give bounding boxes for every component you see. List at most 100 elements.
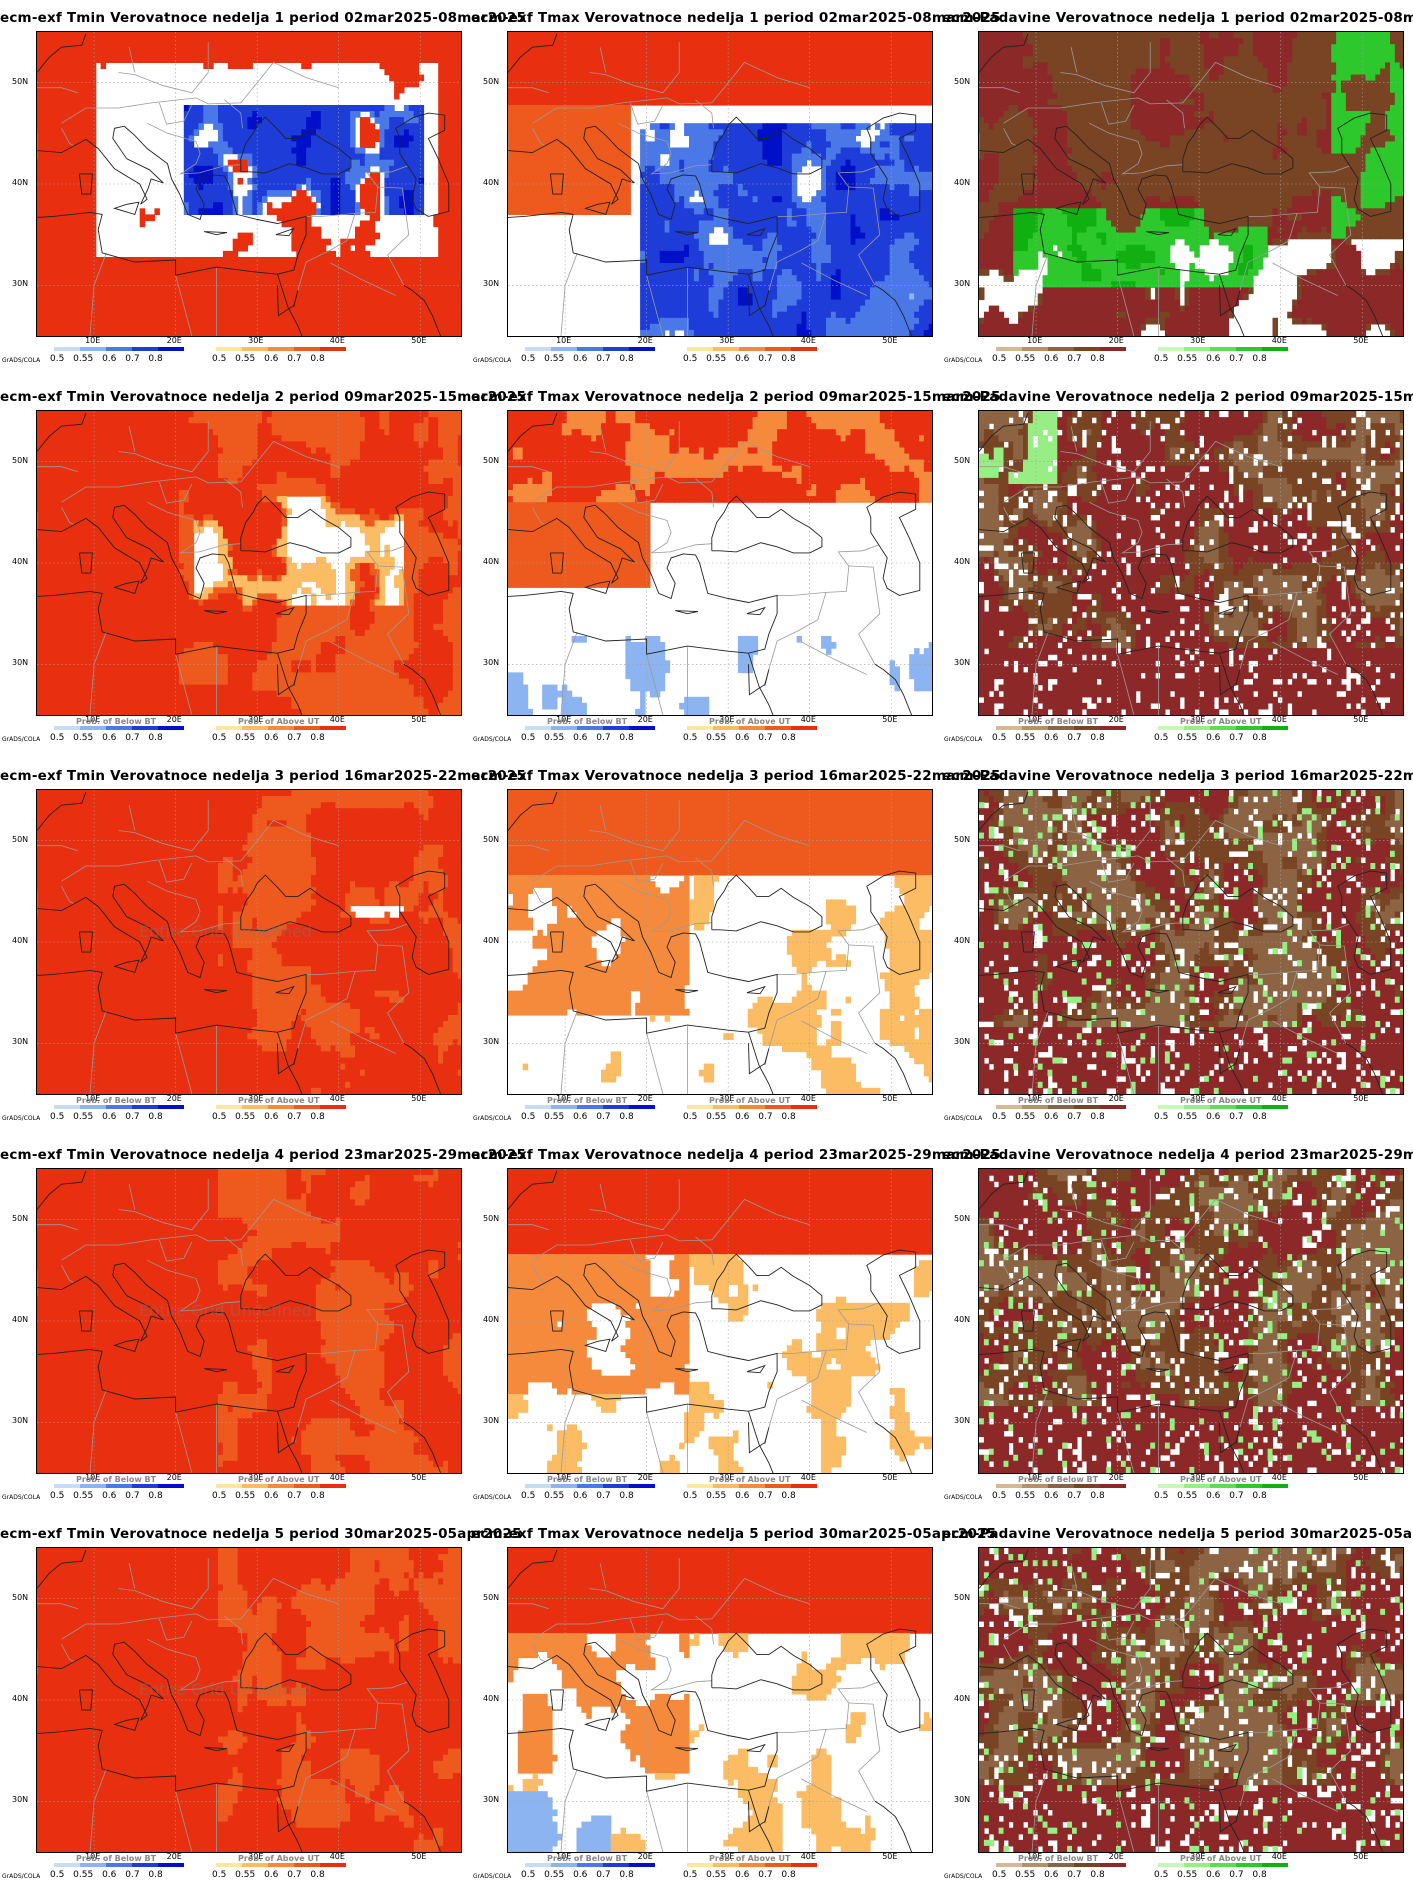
legend-swatch (551, 1484, 577, 1488)
legend: Prob. of Below BT 0.5 0.55 0.6 0.7 0.8 Pro… (471, 1095, 941, 1135)
legend-swatch (1158, 726, 1184, 730)
legend-swatch (1074, 1484, 1100, 1488)
legend-swatch (320, 1863, 346, 1867)
legend-above-title: Prob. of Above UT (1180, 1475, 1261, 1484)
legend-swatch (320, 726, 346, 730)
legend-swatch (739, 347, 765, 351)
legend-swatch (577, 347, 603, 351)
coastlines (979, 1549, 1392, 1852)
grads-credit: GrADS/COLA (473, 1494, 511, 1501)
legend-swatch (1074, 347, 1100, 351)
legend-below-title: Prob. of Below BT (76, 1096, 156, 1105)
legend-below-ticks: 0.5 0.55 0.6 0.7 0.8 (521, 1870, 634, 1880)
map-frame: Entire Grid Undefined (36, 1547, 462, 1853)
legend-below-ticks: 0.5 0.55 0.6 0.7 0.8 (521, 354, 634, 364)
grads-credit: GrADS/COLA (473, 736, 511, 743)
legend-swatch (1022, 726, 1048, 730)
x-axis-label: 10E (85, 1852, 100, 1861)
legend-below-ticks: 0.5 0.55 0.6 0.7 0.8 (521, 1112, 634, 1122)
x-axis-label: 20E (167, 1094, 182, 1103)
legend-swatch (739, 726, 765, 730)
map-frame (507, 31, 933, 337)
y-axis-label: 40N (483, 178, 499, 187)
y-axis-label: 40N (12, 936, 28, 945)
map-frame: Entire Grid Undefined (36, 1168, 462, 1474)
map-frame (978, 31, 1404, 337)
y-axis-label: 50N (12, 1214, 28, 1223)
panel-title: ecm-exf Tmin Verovatnoce nedelja 5 perio… (0, 1526, 521, 1542)
x-axis-label: 10E (556, 715, 571, 724)
y-axis-label: 50N (12, 77, 28, 86)
legend-swatch (242, 1105, 268, 1109)
legend-swatch (525, 347, 551, 351)
grads-credit: GrADS/COLA (2, 1115, 40, 1122)
x-axis-label: 40E (1272, 1094, 1287, 1103)
legend-swatch (629, 1105, 655, 1109)
legend-swatch (106, 1484, 132, 1488)
y-axis-label: 50N (12, 456, 28, 465)
x-axis-label: 50E (411, 1473, 426, 1482)
x-axis-label: 20E (167, 1852, 182, 1861)
y-axis-label: 50N (12, 1593, 28, 1602)
legend: Prob. of Below BT 0.5 0.55 0.6 0.7 0.8 Pro… (0, 716, 470, 756)
legend-swatch (996, 1863, 1022, 1867)
probability-cells (508, 1548, 932, 1852)
legend-swatch (996, 726, 1022, 730)
legend-swatch (1184, 1105, 1210, 1109)
x-axis-label: 40E (801, 1473, 816, 1482)
legend-below-colorbar (54, 726, 184, 730)
forecast-panel: ecm-exf Tmax Verovatnoce nedelja 4 perio… (471, 1137, 1000, 1516)
legend-swatch (54, 1484, 80, 1488)
y-axis-label: 40N (483, 936, 499, 945)
x-axis-label: 10E (1027, 1094, 1042, 1103)
legend-below-title: Prob. of Below BT (1018, 1475, 1098, 1484)
legend-swatch (791, 726, 817, 730)
x-axis-label: 50E (882, 715, 897, 724)
forecast-map (979, 1548, 1403, 1852)
forecast-panel: ecm-Padavine Verovatnoce nedelja 1 perio… (942, 0, 1413, 379)
forecast-map (37, 32, 461, 336)
legend-swatch (268, 726, 294, 730)
country-borders (508, 1558, 881, 1852)
legend-swatch (996, 1105, 1022, 1109)
map-frame (36, 31, 462, 337)
panel-title: ecm-Padavine Verovatnoce nedelja 3 perio… (942, 768, 1413, 784)
legend-swatch (1158, 1863, 1184, 1867)
legend-swatch (1022, 347, 1048, 351)
y-axis-label: 50N (954, 456, 970, 465)
y-axis-label: 30N (12, 1416, 28, 1425)
legend-above-ticks: 0.5 0.55 0.6 0.7 0.8 (683, 1870, 796, 1880)
x-axis-label: 50E (882, 1094, 897, 1103)
y-axis-label: 30N (954, 1795, 970, 1804)
legend: Prob. of Below BT 0.5 0.55 0.6 0.7 0.8 Pro… (942, 1474, 1412, 1514)
legend-above-title: Prob. of Above UT (238, 1096, 319, 1105)
legend-swatch (1262, 1484, 1288, 1488)
forecast-map (979, 32, 1403, 336)
legend-swatch (106, 347, 132, 351)
x-axis-label: 50E (1353, 336, 1368, 345)
probability-cells (979, 790, 1403, 1094)
legend-swatch (1158, 1484, 1184, 1488)
legend-above-ticks: 0.5 0.55 0.6 0.7 0.8 (683, 1491, 796, 1501)
legend-swatch (765, 726, 791, 730)
legend-above-title: Prob. of Above UT (238, 1854, 319, 1863)
legend-swatch (1236, 1105, 1262, 1109)
probability-cells (37, 790, 461, 1094)
undefined-grid-note: Entire Grid Undefined (139, 1680, 312, 1699)
legend-below-colorbar (54, 1105, 184, 1109)
legend-swatch (158, 347, 184, 351)
forecast-panel: ecm-exf Tmin Verovatnoce nedelja 1 perio… (0, 0, 526, 379)
y-axis-label: 40N (483, 1694, 499, 1703)
y-axis-label: 40N (954, 1694, 970, 1703)
legend-swatch (158, 1105, 184, 1109)
legend-below-colorbar (525, 1105, 655, 1109)
grads-credit: GrADS/COLA (2, 357, 40, 364)
legend-swatch (1048, 347, 1074, 351)
legend-swatch (320, 1105, 346, 1109)
panel-title: ecm-exf Tmax Verovatnoce nedelja 5 perio… (471, 1526, 996, 1542)
x-axis-label: 40E (330, 336, 345, 345)
panel-title: ecm-exf Tmin Verovatnoce nedelja 4 perio… (0, 1147, 526, 1163)
legend-swatch (603, 1105, 629, 1109)
legend-swatch (1048, 1484, 1074, 1488)
legend-swatch (80, 1484, 106, 1488)
